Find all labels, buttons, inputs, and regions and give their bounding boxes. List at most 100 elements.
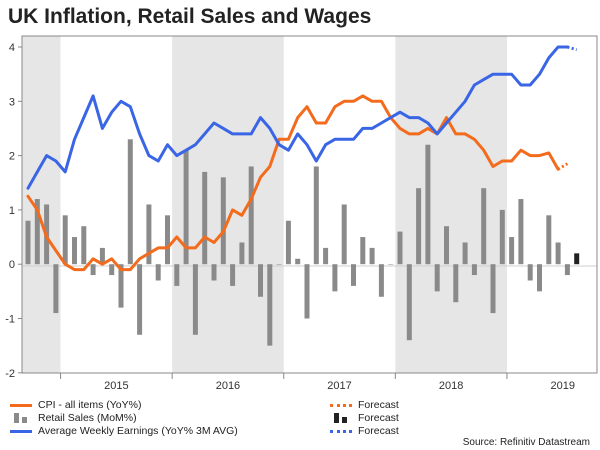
legend-cpi-forecast: Forecast bbox=[330, 399, 399, 411]
shade-2016 bbox=[172, 36, 284, 373]
retail-swatch bbox=[10, 413, 32, 423]
retail-bar bbox=[146, 204, 152, 265]
retail-bar bbox=[109, 264, 115, 276]
retail-bar bbox=[202, 171, 208, 265]
retail-bar bbox=[211, 264, 217, 281]
cpi-line bbox=[26, 94, 560, 272]
retail-bar bbox=[378, 264, 384, 297]
legend-cpi: CPI - all items (YoY%) bbox=[10, 399, 141, 411]
retail-bar bbox=[527, 264, 533, 281]
plot-frame bbox=[21, 35, 598, 374]
cpi-forecast-swatch bbox=[330, 403, 352, 407]
retail-bar bbox=[174, 264, 180, 286]
retail-bar bbox=[192, 264, 198, 335]
retail-bar bbox=[248, 166, 254, 265]
retail-bar bbox=[416, 188, 422, 265]
wages-swatch bbox=[10, 429, 32, 433]
retail-bar bbox=[564, 264, 570, 276]
retail-bar bbox=[341, 204, 347, 265]
retail-bar bbox=[81, 226, 87, 265]
retail-bar bbox=[127, 139, 133, 265]
retail-bar bbox=[509, 237, 515, 265]
x-year-label: 2015 bbox=[104, 380, 128, 392]
chart-title: UK Inflation, Retail Sales and Wages bbox=[8, 5, 372, 28]
axes bbox=[21, 35, 598, 374]
retail-bar bbox=[155, 264, 161, 281]
retail-bar bbox=[220, 177, 226, 265]
retail-bar bbox=[406, 264, 412, 341]
legend-wages-forecast-label: Forecast bbox=[358, 425, 399, 437]
retail-bar bbox=[397, 231, 403, 265]
shade-2018 bbox=[395, 36, 507, 373]
series-lines bbox=[26, 45, 578, 272]
retail-bar bbox=[295, 258, 301, 265]
retail-bar bbox=[471, 264, 477, 276]
retail-bar bbox=[62, 215, 68, 265]
retail-bar bbox=[481, 188, 487, 265]
x-ticks: 2015 2016 2017 2018 2019 bbox=[60, 373, 575, 392]
legend-wages-label: Average Weekly Earnings (YoY% 3M AVG) bbox=[38, 425, 238, 437]
retail-bar bbox=[239, 242, 245, 265]
y-tick-label: 2 bbox=[9, 151, 15, 163]
source-note: Source: Refinitiv Datastream bbox=[462, 437, 590, 448]
retail-bar bbox=[90, 264, 96, 276]
retail-bar bbox=[537, 264, 542, 292]
y-tick-label: -2 bbox=[5, 368, 15, 380]
shade-2014 bbox=[22, 36, 61, 373]
legend-wages-forecast: Forecast bbox=[330, 425, 399, 437]
retail-bar bbox=[137, 264, 143, 335]
retail-bar bbox=[313, 166, 319, 265]
shaded-year-bands bbox=[22, 36, 507, 373]
retail-bar bbox=[304, 264, 310, 319]
retail-bar bbox=[276, 264, 282, 265]
wages-line bbox=[26, 45, 569, 190]
retail-bar bbox=[360, 237, 366, 265]
retail-bar bbox=[388, 264, 394, 265]
y-ticks: -2 -1 0 1 2 3 4 bbox=[5, 42, 22, 380]
retail-bar bbox=[499, 209, 505, 265]
retail-bar bbox=[444, 226, 449, 265]
x-year-label: 2016 bbox=[216, 380, 240, 392]
retail-bar bbox=[323, 247, 329, 265]
retail-bar bbox=[285, 220, 291, 265]
x-year-label: 2017 bbox=[327, 380, 351, 392]
retail-bar bbox=[53, 264, 59, 314]
retail-bar bbox=[25, 220, 31, 265]
retail-bar bbox=[462, 242, 468, 265]
retail-bar bbox=[165, 215, 170, 265]
retail-bar bbox=[332, 264, 338, 292]
legend: CPI - all items (YoY%) Retail Sales (MoM… bbox=[0, 395, 600, 450]
legend-wages: Average Weekly Earnings (YoY% 3M AVG) bbox=[10, 425, 238, 437]
wages-forecast-line bbox=[566, 45, 578, 52]
y-tick-label: 3 bbox=[9, 96, 15, 108]
legend-retail: Retail Sales (MoM%) bbox=[10, 412, 137, 424]
retail-bar bbox=[351, 264, 356, 286]
retail-forecast-swatch bbox=[330, 413, 352, 423]
retail-bar bbox=[99, 247, 105, 265]
legend-retail-forecast: Forecast bbox=[330, 412, 399, 424]
retail-bar bbox=[230, 264, 236, 286]
legend-retail-label: Retail Sales (MoM%) bbox=[38, 412, 137, 424]
retail-bar bbox=[425, 144, 431, 265]
y-tick-label: 1 bbox=[9, 205, 15, 217]
chart-canvas: -2 -1 0 1 2 3 4 2015 2016 2017 2018 2019 bbox=[5, 35, 598, 392]
retail-bar bbox=[490, 264, 496, 314]
retail-forecast-bar bbox=[574, 253, 580, 265]
retail-bar bbox=[258, 264, 263, 297]
y-tick-label: -1 bbox=[5, 314, 15, 326]
retail-bars bbox=[25, 139, 580, 346]
retail-bar bbox=[546, 215, 552, 265]
y-tick-label: 4 bbox=[9, 42, 15, 54]
retail-bar bbox=[118, 264, 124, 308]
retail-bar bbox=[453, 264, 459, 303]
x-year-label: 2019 bbox=[551, 380, 575, 392]
retail-bar bbox=[34, 199, 40, 265]
retail-bar bbox=[72, 237, 77, 265]
retail-bar bbox=[369, 247, 375, 265]
cpi-swatch bbox=[10, 403, 32, 407]
retail-bar bbox=[267, 264, 273, 346]
retail-bar bbox=[434, 264, 440, 292]
legend-cpi-label: CPI - all items (YoY%) bbox=[38, 399, 142, 411]
y-tick-label: 0 bbox=[9, 259, 15, 271]
cpi-forecast-line bbox=[557, 162, 569, 171]
